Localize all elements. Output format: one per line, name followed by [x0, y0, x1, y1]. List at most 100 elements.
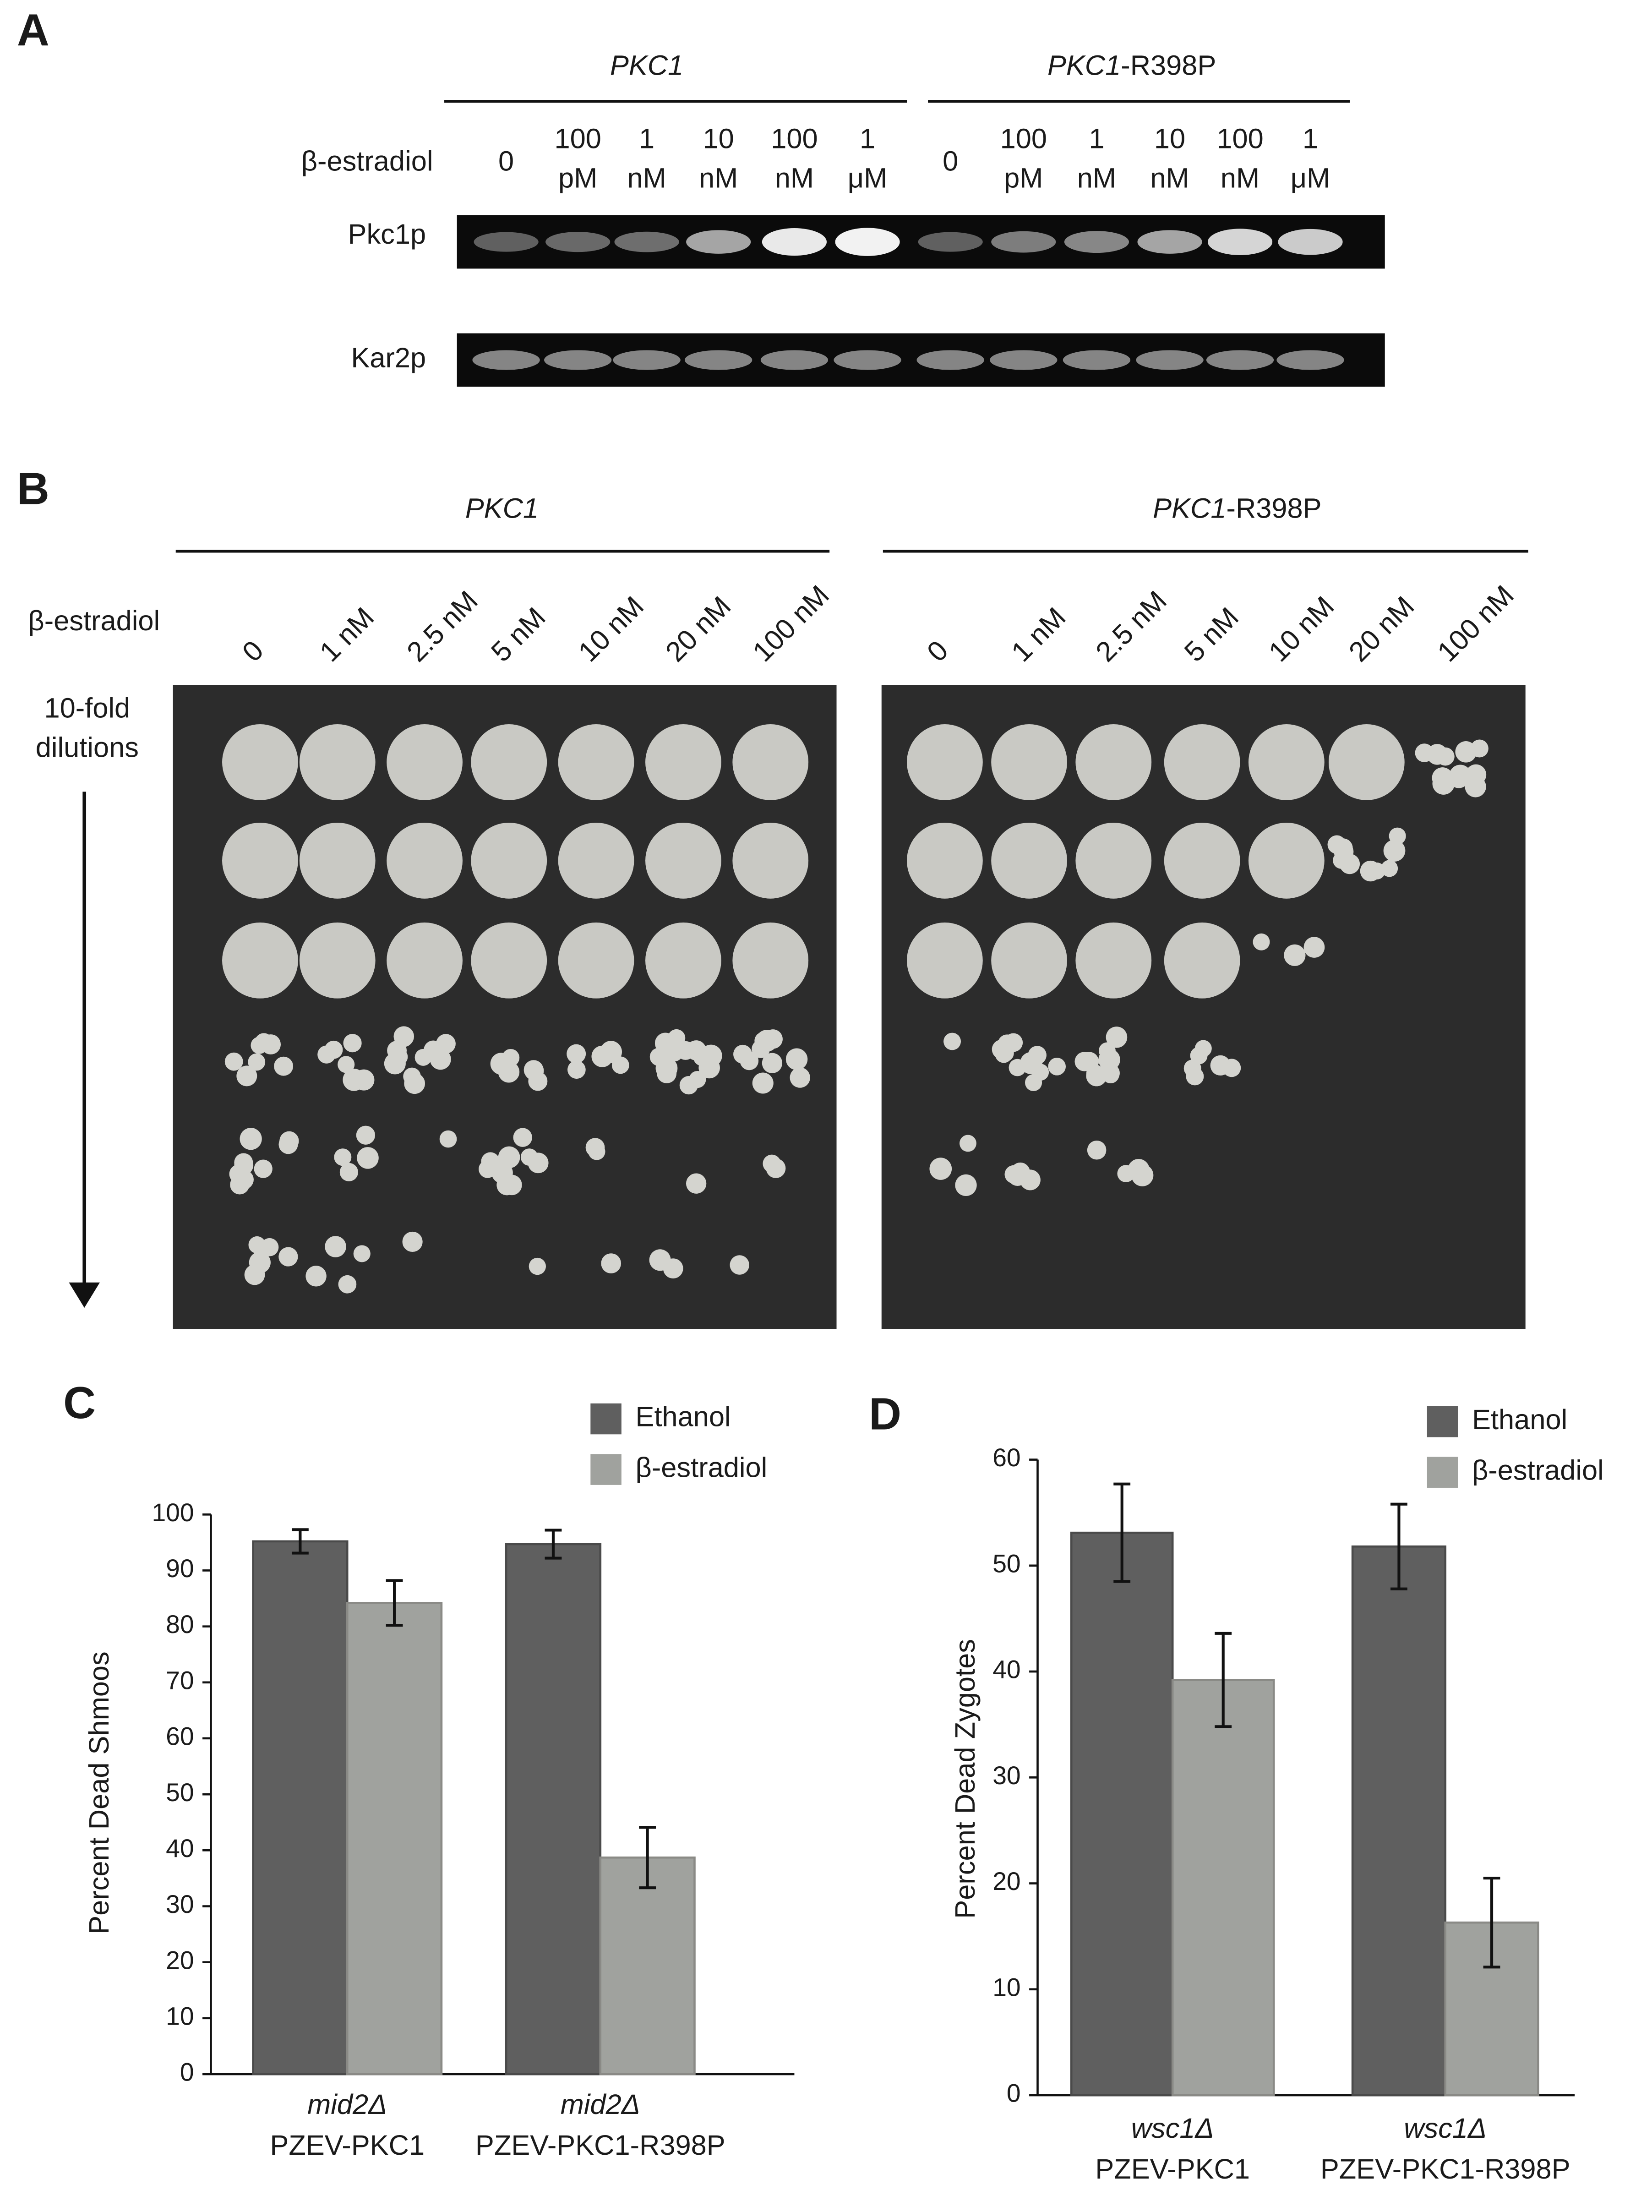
colony	[1048, 1058, 1066, 1076]
y-tick-label: 40	[166, 1834, 194, 1862]
lane-label: 1	[1089, 123, 1104, 154]
band	[835, 228, 900, 256]
colony	[763, 1029, 783, 1049]
colony	[234, 1169, 254, 1190]
y-tick-label: 30	[166, 1890, 194, 1918]
band	[613, 350, 681, 370]
y-tick-label: 10	[992, 1973, 1020, 2001]
strain-label: PKC1-R398P	[1047, 50, 1216, 82]
error-bar	[1390, 1502, 1407, 1590]
colony	[960, 1135, 976, 1152]
colony	[498, 1061, 520, 1083]
colony	[649, 1249, 671, 1271]
colony	[338, 1275, 357, 1294]
panel-letter: C	[63, 1377, 96, 1428]
legend-label: Ethanol	[1472, 1404, 1567, 1436]
spot	[1075, 922, 1152, 999]
error-bar	[1215, 1632, 1232, 1728]
spot	[1328, 724, 1405, 800]
band	[1063, 350, 1131, 370]
band	[686, 230, 751, 254]
spot	[387, 822, 463, 899]
band	[991, 231, 1056, 253]
colony	[740, 1051, 759, 1070]
colony	[343, 1034, 362, 1053]
colony	[730, 1255, 749, 1275]
colony	[1427, 744, 1448, 765]
spot	[471, 724, 547, 800]
colony	[439, 1130, 457, 1148]
y-tick-label: 20	[166, 1946, 194, 1974]
treatment-label: β-estradiol	[28, 605, 160, 637]
spot	[558, 922, 634, 999]
strain-label: PKC1-R398P	[1153, 493, 1321, 524]
spot	[471, 922, 547, 999]
x-tick-label: mid2Δ	[307, 2089, 387, 2120]
colony	[305, 1266, 327, 1287]
lane-label: pM	[1004, 162, 1043, 194]
spot	[558, 822, 634, 899]
colony	[929, 1158, 952, 1180]
spot	[732, 724, 809, 800]
band	[1206, 350, 1274, 370]
y-tick-label: 60	[166, 1722, 194, 1751]
y-tick-label: 50	[992, 1549, 1020, 1578]
bar	[1070, 1531, 1174, 2097]
spot	[991, 822, 1067, 899]
panel-letter: D	[869, 1388, 901, 1439]
error-bar	[545, 1529, 562, 1560]
colony	[1128, 1159, 1150, 1181]
spot	[1164, 724, 1240, 800]
colony	[1334, 842, 1354, 862]
colony	[254, 1159, 273, 1178]
lane-label: 100	[1000, 123, 1047, 154]
lane-label: 0	[498, 145, 514, 177]
bar	[346, 1602, 443, 2075]
colony	[528, 1152, 549, 1174]
colony	[278, 1135, 298, 1154]
y-axis-label: Percent Dead Shmoos	[83, 1651, 115, 1934]
bar	[599, 1856, 696, 2075]
colony	[353, 1245, 371, 1262]
x-tick-label: PZEV-PKC1	[1095, 2153, 1250, 2185]
strain-suffix: -R398P	[1227, 493, 1322, 524]
spot	[1075, 724, 1152, 800]
legend-label: Ethanol	[636, 1401, 731, 1433]
colony	[1106, 1027, 1128, 1048]
strain-suffix: -R398P	[1121, 50, 1216, 82]
colony	[240, 1128, 262, 1150]
lane-label: 100	[554, 123, 601, 154]
lane-label: 10	[1154, 123, 1185, 154]
spot	[907, 922, 983, 999]
error-bar	[1483, 1876, 1500, 1969]
colony	[1455, 741, 1477, 763]
legend-swatch	[590, 1454, 622, 1485]
bar	[252, 1540, 349, 2075]
lane-label: 100	[771, 123, 818, 154]
treatment-label: β-estradiol	[301, 145, 433, 177]
colony	[1284, 944, 1306, 966]
colony	[762, 1053, 783, 1073]
colony	[248, 1053, 266, 1071]
colony	[353, 1069, 375, 1091]
y-tick-label: 0	[180, 2058, 194, 2086]
y-tick-label: 20	[992, 1867, 1020, 1895]
spot	[299, 922, 376, 999]
bar	[1171, 1679, 1275, 2097]
spot	[387, 724, 463, 800]
strain-label: PKC1	[465, 493, 539, 524]
colony	[790, 1067, 810, 1088]
error-bar	[639, 1826, 656, 1890]
lane-label: 1	[639, 123, 654, 154]
colony	[334, 1148, 352, 1166]
colony	[393, 1026, 414, 1047]
error-bar	[291, 1528, 309, 1555]
y-tick-label: 40	[992, 1655, 1020, 1684]
dilution-label: 10-fold	[44, 693, 130, 724]
blot-label: Kar2p	[351, 342, 426, 374]
y-tick-label: 100	[152, 1498, 194, 1527]
spot	[991, 922, 1067, 999]
colony	[339, 1163, 358, 1181]
spot	[222, 822, 298, 899]
colony	[357, 1147, 379, 1169]
